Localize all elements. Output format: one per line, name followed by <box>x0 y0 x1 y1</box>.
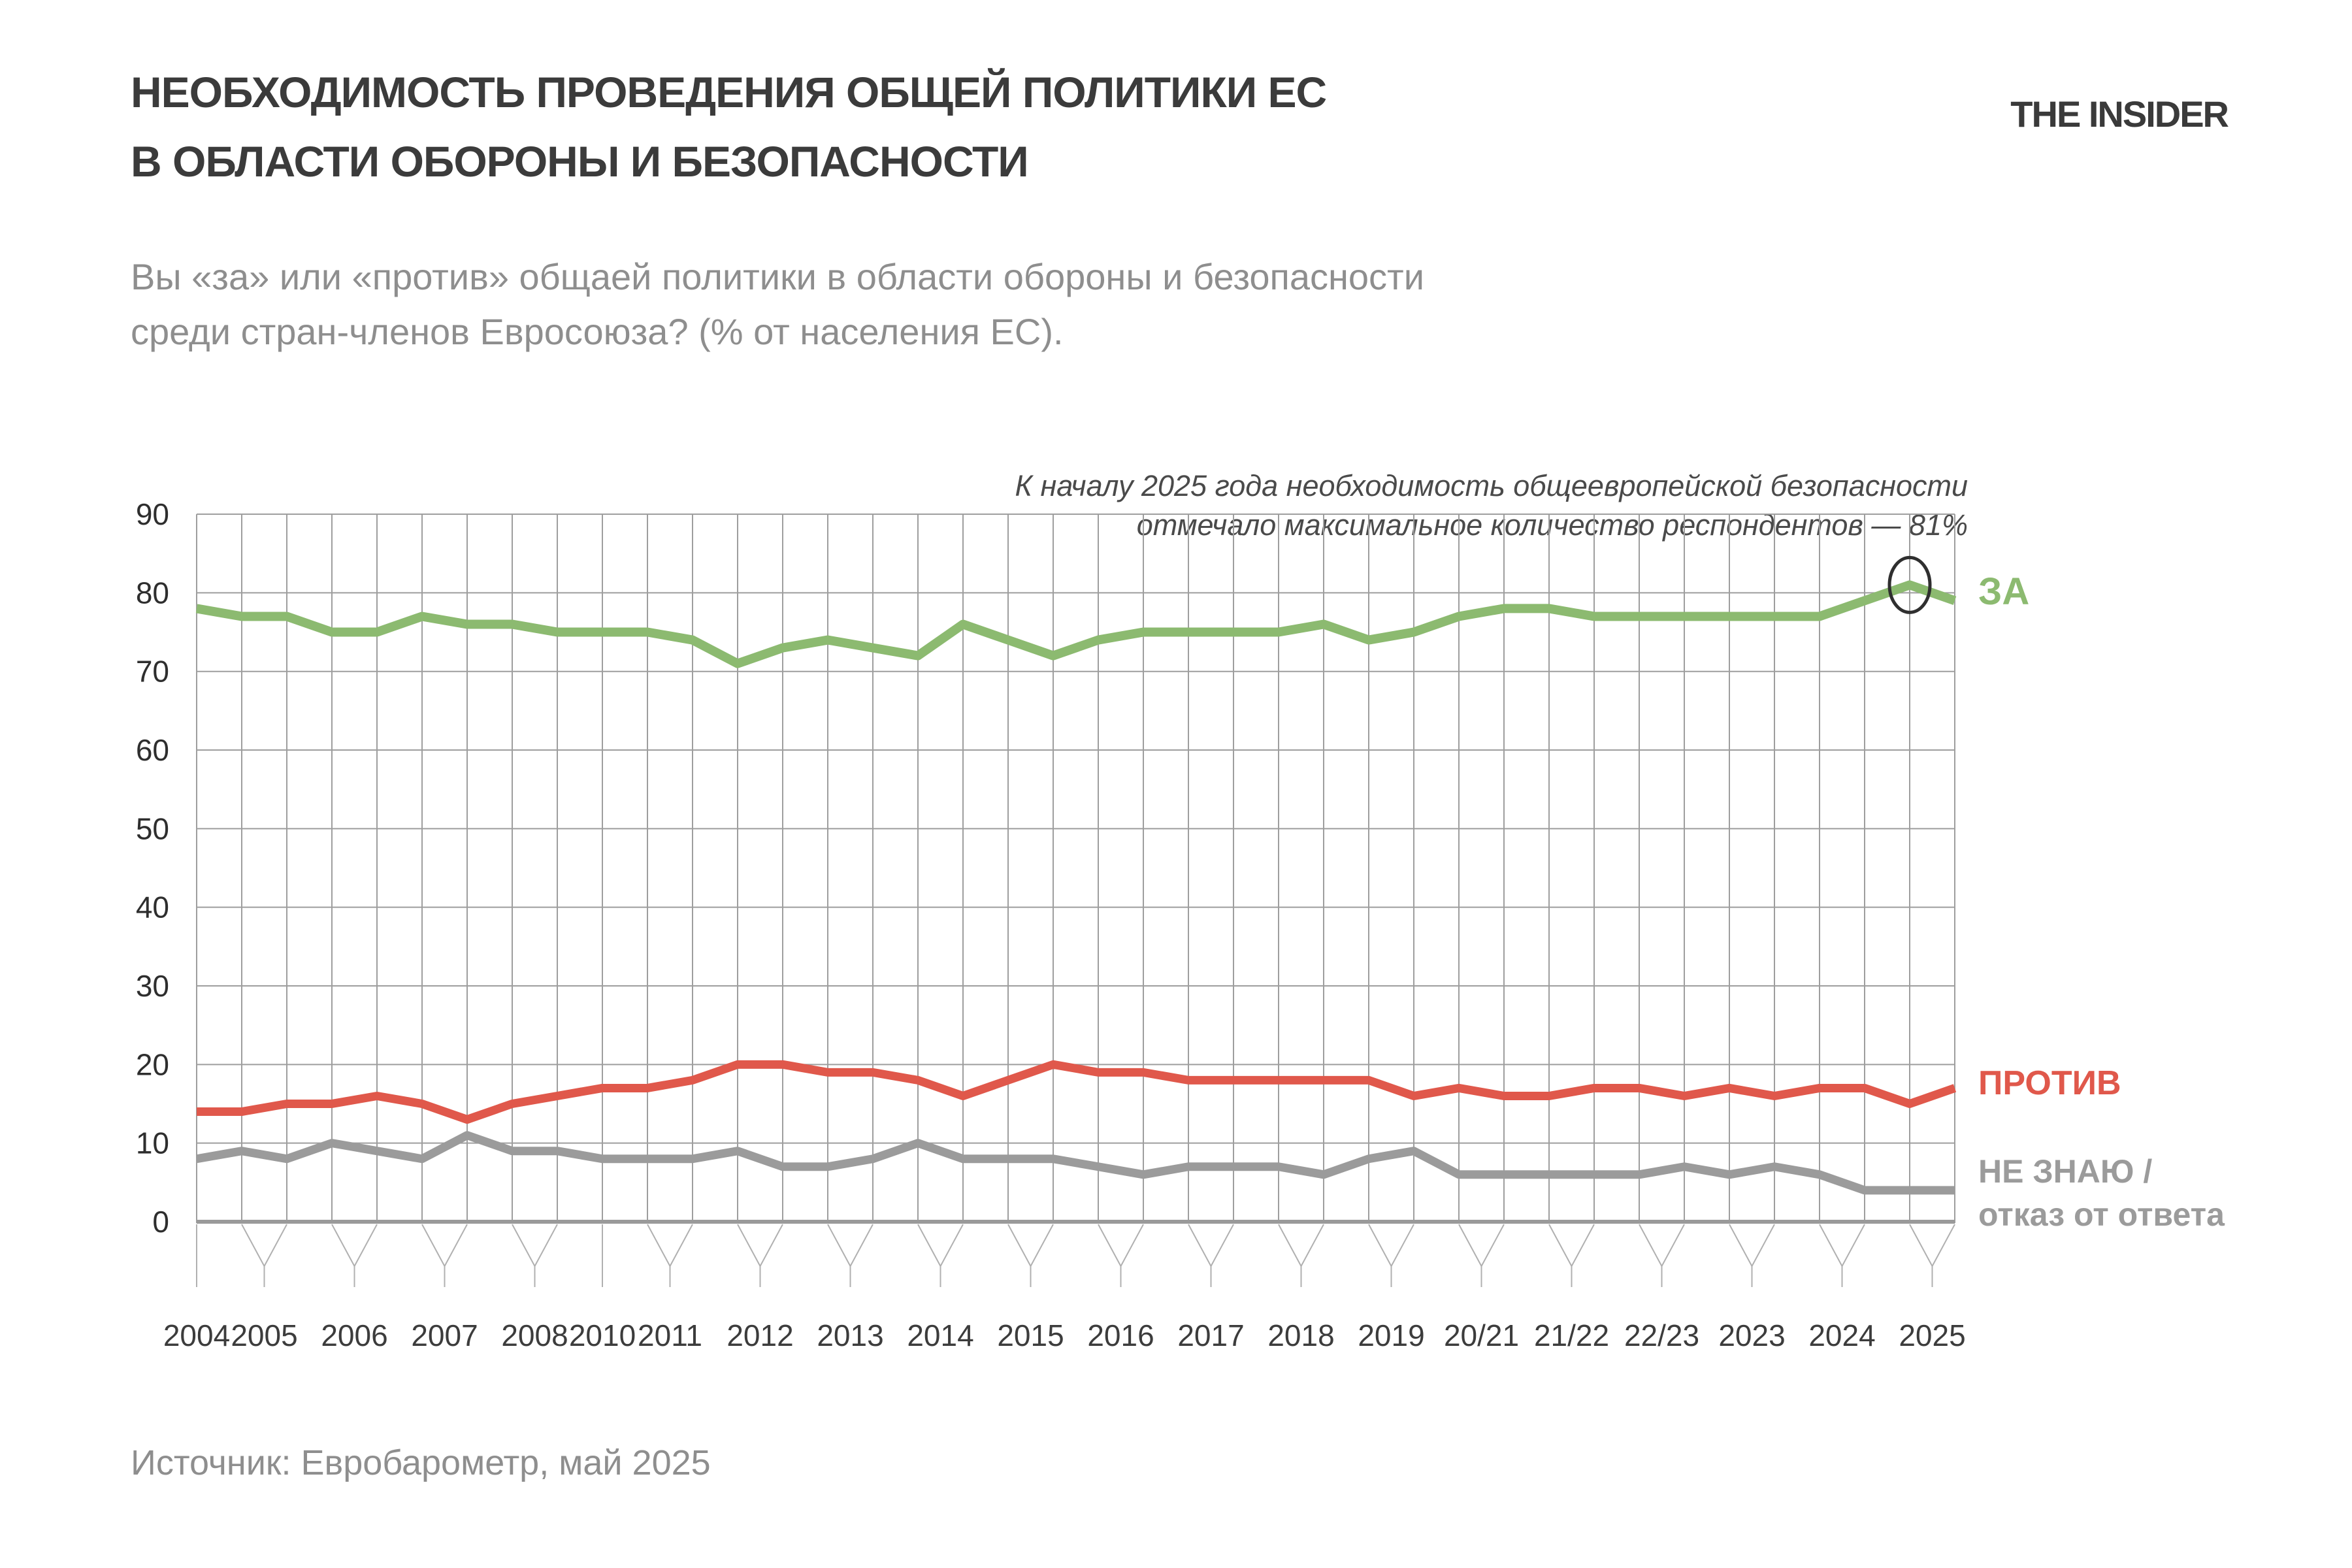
brand-logo: THE INSIDER <box>2010 93 2229 135</box>
legend-label-dontknow-line2: отказ от ответа <box>1978 1196 2225 1233</box>
x-tick-v <box>737 1224 761 1267</box>
x-tick-label: 2007 <box>411 1318 478 1352</box>
x-tick-v <box>1729 1224 1753 1267</box>
series-line-za <box>195 580 1957 668</box>
x-tick-label: 22/23 <box>1624 1318 1699 1352</box>
x-tick-v <box>512 1224 536 1267</box>
x-tick-label: 2013 <box>817 1318 883 1352</box>
legend-label-za: ЗА <box>1978 570 2030 613</box>
chart-subtitle-line1: Вы «за» или «против» общаей политики в о… <box>131 256 1424 297</box>
y-tick-label: 50 <box>136 811 169 845</box>
x-tick-label: 2015 <box>997 1318 1064 1352</box>
x-tick-v <box>1390 1224 1414 1267</box>
x-tick-v <box>759 1224 783 1267</box>
x-tick-label: 2018 <box>1267 1318 1334 1352</box>
x-tick-v <box>1098 1224 1122 1267</box>
x-tick-v <box>849 1224 874 1267</box>
chart-annotation-line1: К началу 2025 года необходимость общеевр… <box>1015 469 1968 502</box>
page-title: НЕОБХОДИМОСТЬ ПРОВЕДЕНИЯ ОБЩЕЙ ПОЛИТИКИ … <box>131 57 1327 196</box>
x-tick-v <box>1458 1224 1482 1267</box>
legend-label-dontknow: НЕ ЗНАЮ / отказ от ответа <box>1978 1150 2225 1236</box>
y-tick-label: 0 <box>152 1205 169 1239</box>
x-tick-v <box>1007 1224 1032 1267</box>
x-tick-v <box>1368 1224 1392 1267</box>
x-tick-v <box>1278 1224 1302 1267</box>
y-tick-label: 60 <box>136 733 169 767</box>
x-tick-label: 2014 <box>907 1318 973 1352</box>
x-tick-label: 2025 <box>1899 1318 1965 1352</box>
x-tick-v <box>1571 1224 1595 1267</box>
x-tick-v <box>1120 1224 1144 1267</box>
x-tick-v <box>1300 1224 1324 1267</box>
page-title-line2: В ОБЛАСТИ ОБОРОНЫ И БЕЗОПАСНОСТИ <box>131 137 1029 186</box>
page-title-line1: НЕОБХОДИМОСТЬ ПРОВЕДЕНИЯ ОБЩЕЙ ПОЛИТИКИ … <box>131 68 1327 116</box>
x-tick-v <box>1819 1224 1843 1267</box>
x-tick-label: 2012 <box>727 1318 793 1352</box>
x-tick-v <box>421 1224 446 1267</box>
series-line-dontknow <box>195 1131 1955 1195</box>
x-tick-v <box>353 1224 378 1267</box>
source-note: Источник: Евробарометр, май 2025 <box>131 1443 711 1482</box>
x-tick-label: 20/21 <box>1444 1318 1519 1352</box>
x-tick-v <box>1188 1224 1212 1267</box>
x-tick-v <box>1841 1224 1865 1267</box>
x-tick-v <box>1909 1224 1933 1267</box>
x-tick-label: 2019 <box>1358 1318 1424 1352</box>
x-tick-v <box>534 1224 558 1267</box>
x-tick-v <box>263 1224 287 1267</box>
x-tick-v <box>1030 1224 1054 1267</box>
x-tick-label: 2010 <box>569 1318 636 1352</box>
chart-subtitle-line2: среди стран-членов Евросоюза? (% от насе… <box>131 311 1064 352</box>
x-tick-v <box>1548 1224 1573 1267</box>
x-tick-v <box>1931 1224 1955 1267</box>
x-tick-v <box>1210 1224 1234 1267</box>
x-tick-v <box>1751 1224 1775 1267</box>
x-tick-label: 21/22 <box>1534 1318 1609 1352</box>
x-tick-v <box>669 1224 693 1267</box>
series-line-protiv <box>197 1060 1957 1124</box>
y-tick-label: 90 <box>136 497 169 531</box>
x-tick-v <box>939 1224 964 1267</box>
x-tick-label: 2016 <box>1087 1318 1154 1352</box>
x-tick-label: 2004 <box>163 1318 230 1352</box>
x-tick-v <box>1639 1224 1663 1267</box>
x-tick-label: 2005 <box>231 1318 297 1352</box>
y-tick-label: 20 <box>136 1047 169 1081</box>
x-tick-label: 2017 <box>1177 1318 1244 1352</box>
y-tick-label: 40 <box>136 890 169 924</box>
y-tick-label: 10 <box>136 1126 169 1160</box>
legend-label-protiv: ПРОТИВ <box>1978 1064 2121 1102</box>
x-tick-v <box>917 1224 941 1267</box>
x-tick-label: 2024 <box>1808 1318 1875 1352</box>
x-tick-label: 2006 <box>321 1318 387 1352</box>
x-tick-v <box>241 1224 265 1267</box>
x-tick-label: 2011 <box>638 1318 702 1352</box>
x-tick-v <box>827 1224 851 1267</box>
x-tick-v <box>444 1224 468 1267</box>
x-tick-v <box>1480 1224 1505 1267</box>
x-tick-v <box>331 1224 355 1267</box>
y-tick-label: 80 <box>136 576 169 610</box>
x-tick-v <box>1661 1224 1685 1267</box>
highlight-circle <box>1887 555 1932 614</box>
x-tick-label: 2008 <box>501 1318 568 1352</box>
x-tick-v <box>647 1224 671 1267</box>
chart-subtitle: Вы «за» или «против» общаей политики в о… <box>131 250 1424 359</box>
y-tick-label: 70 <box>136 655 169 689</box>
y-tick-label: 30 <box>136 969 169 1003</box>
legend-label-dontknow-line1: НЕ ЗНАЮ / <box>1978 1153 2153 1190</box>
x-tick-label: 2023 <box>1718 1318 1785 1352</box>
